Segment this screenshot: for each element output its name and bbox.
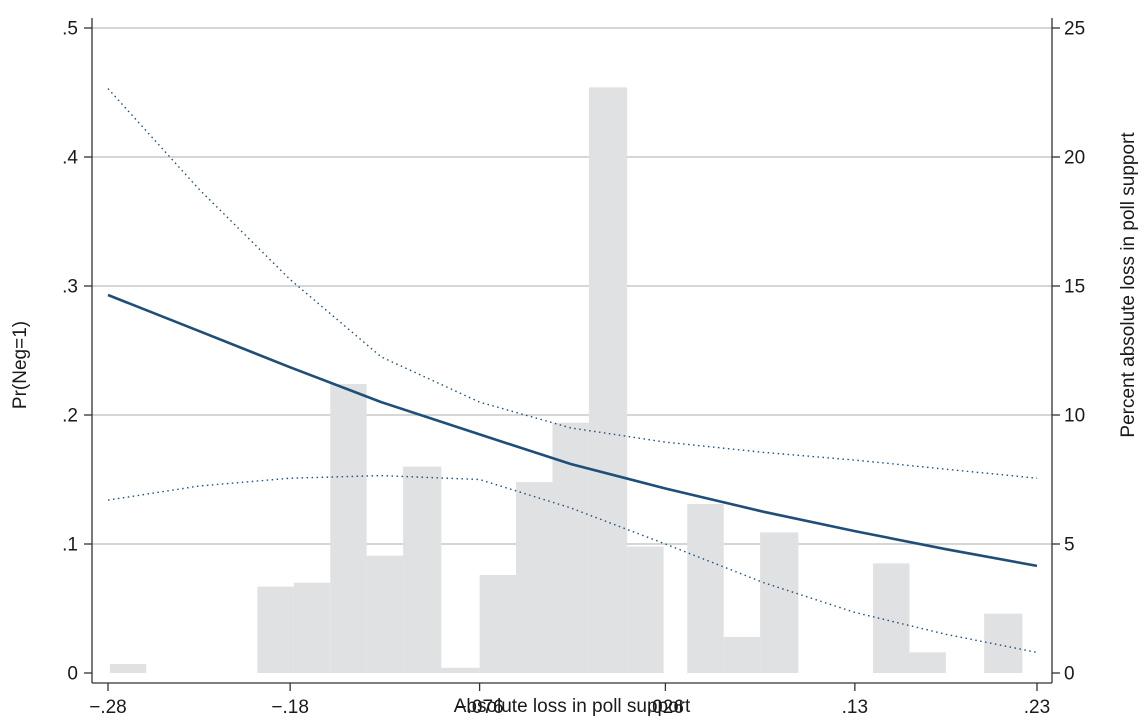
y-tick-label: .1 <box>62 535 78 556</box>
histogram-bar <box>909 652 946 673</box>
x-tick-label: −.076 <box>456 697 504 718</box>
axes <box>84 18 1060 691</box>
y2-tick-label: 5 <box>1064 535 1075 556</box>
y2-axis-title: Percent absolute loss in poll support <box>1118 132 1139 438</box>
histogram-bar <box>257 586 294 673</box>
gridlines <box>92 27 1052 545</box>
histogram-bar <box>330 384 367 673</box>
y-axis-title: Pr(Neg=1) <box>10 321 31 409</box>
x-axis-title: Absolute loss in poll support <box>454 696 691 717</box>
y2-tick-label: 10 <box>1064 406 1085 427</box>
histogram-bar <box>588 87 628 674</box>
histogram-bar <box>109 663 147 673</box>
histogram-bar <box>627 546 664 673</box>
y-tick-label: 0 <box>67 664 78 685</box>
histogram-bar <box>516 482 553 673</box>
tick-labels: 0 .1 .2 .3 .4 .5 0 5 10 15 20 25 −.28 −.18 −.076 .026 .1… <box>62 19 1085 719</box>
y2-tick-label: 15 <box>1064 277 1085 298</box>
predicted-probability-line <box>107 293 1038 568</box>
histogram-bar <box>723 636 761 673</box>
y-tick-label: .3 <box>62 277 78 298</box>
plot-lines <box>107 88 1038 654</box>
y2-tick-label: 25 <box>1064 19 1085 40</box>
y-tick-label: .4 <box>62 148 78 169</box>
x-tick-label: −.28 <box>89 697 127 718</box>
confidence-bound-line <box>107 88 1038 479</box>
histogram-bars <box>109 87 1023 674</box>
x-tick-label: −.18 <box>271 697 309 718</box>
y-tick-label: .2 <box>62 406 78 427</box>
x-tick-label: .026 <box>647 697 684 718</box>
histogram-bar <box>293 582 331 673</box>
y2-tick-label: 0 <box>1064 664 1075 685</box>
y2-tick-label: 20 <box>1064 148 1085 169</box>
histogram-bar <box>984 613 1023 673</box>
histogram-bar <box>687 504 724 673</box>
histogram-bar <box>441 667 480 673</box>
histogram-bar <box>479 574 517 673</box>
histogram-bar <box>760 532 799 673</box>
histogram-bar <box>366 555 404 673</box>
y-tick-label: .5 <box>62 19 78 40</box>
x-tick-label: .23 <box>1024 697 1050 718</box>
x-tick-label: .13 <box>842 697 868 718</box>
histogram-bar <box>403 466 442 673</box>
